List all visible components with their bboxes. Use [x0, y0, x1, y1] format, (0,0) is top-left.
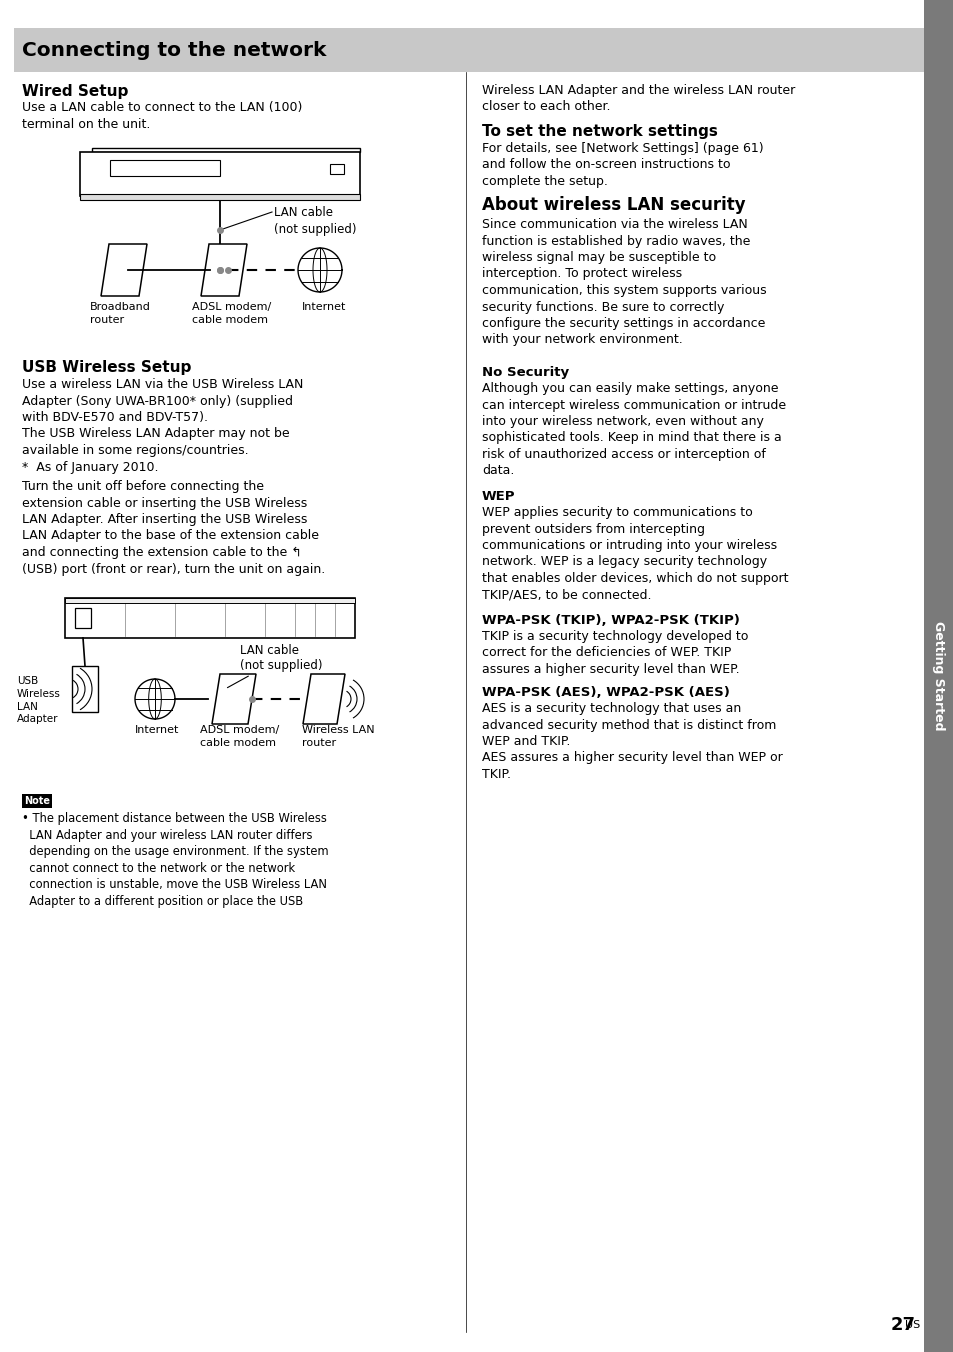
Text: 27: 27 [890, 1315, 915, 1334]
Bar [80, 193, 359, 200]
Text: LAN cable
(not supplied): LAN cable (not supplied) [227, 644, 322, 688]
Bar [14, 28, 923, 72]
Text: USB Wireless Setup: USB Wireless Setup [22, 360, 192, 375]
Polygon shape [303, 675, 345, 725]
Text: ADSL modem/
cable modem: ADSL modem/ cable modem [192, 301, 271, 324]
Text: For details, see [Network Settings] (page 61)
and follow the on-screen instructi: For details, see [Network Settings] (pag… [481, 142, 762, 188]
Bar [110, 160, 220, 176]
Bar [22, 794, 52, 808]
Text: Internet: Internet [135, 725, 179, 735]
Bar [330, 164, 344, 174]
Text: WEP: WEP [481, 489, 515, 503]
Text: USB
Wireless
LAN
Adapter: USB Wireless LAN Adapter [17, 676, 61, 725]
Text: To set the network settings: To set the network settings [481, 124, 717, 139]
Text: Since communication via the wireless LAN
function is established by radio waves,: Since communication via the wireless LAN… [481, 218, 766, 346]
Bar [65, 598, 355, 603]
Text: Turn the unit off before connecting the
extension cable or inserting the USB Wir: Turn the unit off before connecting the … [22, 480, 325, 576]
Text: WPA-PSK (AES), WPA2-PSK (AES): WPA-PSK (AES), WPA2-PSK (AES) [481, 685, 729, 699]
Text: No Security: No Security [481, 366, 569, 379]
Text: About wireless LAN security: About wireless LAN security [481, 196, 745, 214]
Polygon shape [212, 675, 255, 725]
Text: Wireless LAN Adapter and the wireless LAN router
closer to each other.: Wireless LAN Adapter and the wireless LA… [481, 84, 795, 114]
Bar [80, 151, 359, 196]
Bar [75, 608, 91, 627]
Text: Internet: Internet [302, 301, 346, 312]
Polygon shape [201, 243, 247, 296]
Text: Use a wireless LAN via the USB Wireless LAN
Adapter (Sony UWA-BR100* only) (supp: Use a wireless LAN via the USB Wireless … [22, 379, 303, 473]
Text: Wireless LAN
router: Wireless LAN router [302, 725, 375, 748]
Text: Connecting to the network: Connecting to the network [22, 41, 326, 59]
Bar [65, 598, 355, 638]
Bar [71, 667, 98, 713]
Text: AES is a security technology that uses an
advanced security method that is disti: AES is a security technology that uses a… [481, 702, 781, 781]
Text: Note: Note [24, 796, 50, 806]
Bar [91, 147, 359, 151]
Text: TKIP is a security technology developed to
correct for the deficiencies of WEP. : TKIP is a security technology developed … [481, 630, 747, 676]
Polygon shape [101, 243, 147, 296]
Text: • The placement distance between the USB Wireless
  LAN Adapter and your wireles: • The placement distance between the USB… [22, 813, 328, 907]
Text: Use a LAN cable to connect to the LAN (100)
terminal on the unit.: Use a LAN cable to connect to the LAN (1… [22, 101, 302, 131]
Text: Wired Setup: Wired Setup [22, 84, 129, 99]
Bar [923, 0, 953, 1352]
Text: LAN cable
(not supplied): LAN cable (not supplied) [274, 206, 356, 235]
Text: Although you can easily make settings, anyone
can intercept wireless communicati: Although you can easily make settings, a… [481, 383, 785, 477]
Text: Getting Started: Getting Started [931, 622, 944, 730]
Text: US: US [903, 1320, 919, 1330]
Text: WPA-PSK (TKIP), WPA2-PSK (TKIP): WPA-PSK (TKIP), WPA2-PSK (TKIP) [481, 614, 740, 627]
Text: ADSL modem/
cable modem: ADSL modem/ cable modem [200, 725, 279, 748]
Text: WEP applies security to communications to
prevent outsiders from intercepting
co: WEP applies security to communications t… [481, 506, 788, 602]
Text: Broadband
router: Broadband router [90, 301, 151, 324]
